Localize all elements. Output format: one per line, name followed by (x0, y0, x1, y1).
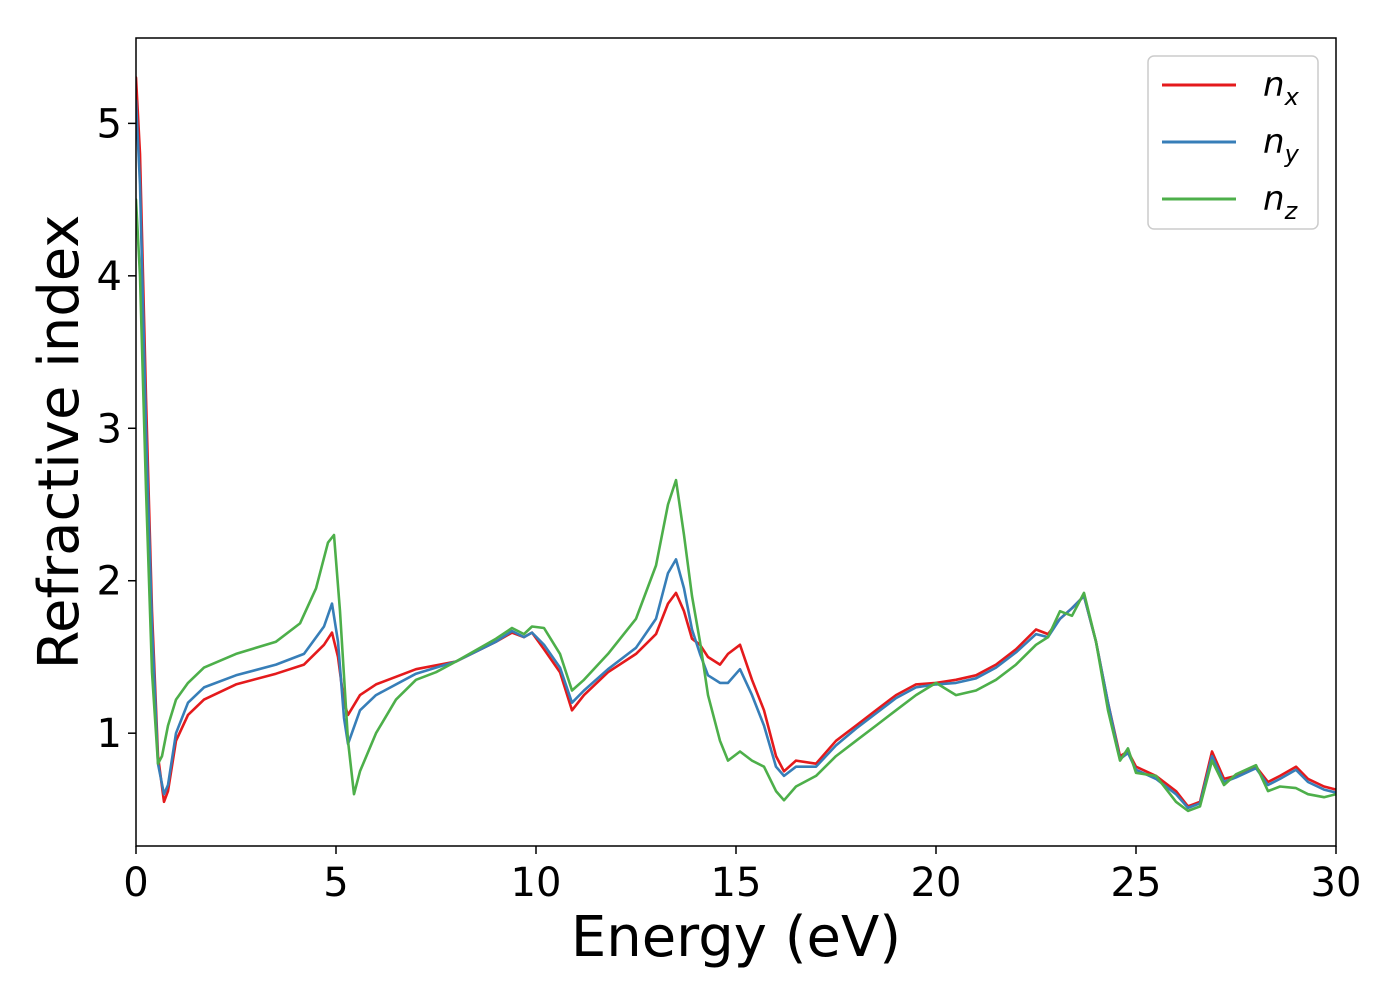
series-line-n-x (136, 76, 1336, 808)
legend-label-sub: z (1284, 197, 1299, 225)
legend-label-n-x: nx (1263, 65, 1300, 111)
x-axis-label: Energy (eV) (571, 905, 901, 970)
x-tick-label: 30 (1311, 860, 1362, 906)
legend-label-n-y: ny (1263, 122, 1300, 168)
legend-label-n-z: nz (1263, 179, 1299, 225)
legend-label-main: n (1263, 122, 1285, 162)
x-tick-label: 5 (323, 860, 348, 906)
legend-label-main: n (1263, 179, 1285, 219)
x-tick-label: 25 (1111, 860, 1162, 906)
legend-label-main: n (1263, 65, 1285, 105)
series-line-n-z (136, 198, 1336, 813)
x-tick-label: 15 (711, 860, 762, 906)
y-tick-label: 5 (97, 101, 122, 147)
y-tick-label: 3 (97, 406, 122, 452)
y-tick-label: 2 (97, 559, 122, 605)
y-axis-label: Refractive index (27, 215, 92, 670)
y-axis-ticks: 1 2 3 4 5 (97, 101, 136, 757)
x-axis-ticks: 0 5 10 15 20 25 30 (123, 846, 1361, 906)
x-tick-label: 10 (511, 860, 562, 906)
y-tick-label: 4 (97, 254, 122, 300)
x-tick-label: 20 (911, 860, 962, 906)
x-tick-label: 0 (123, 860, 148, 906)
series-group (136, 76, 1336, 813)
y-tick-label: 1 (97, 711, 122, 757)
legend-label-sub: x (1284, 83, 1300, 111)
legend-label-sub: y (1284, 140, 1300, 168)
